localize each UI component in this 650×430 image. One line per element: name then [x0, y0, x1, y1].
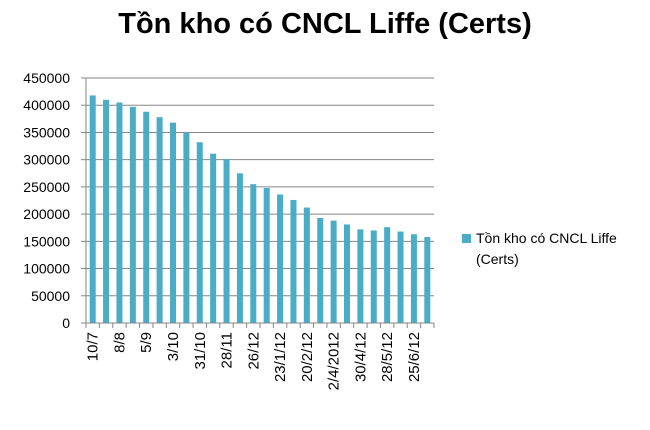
x-tick-label: 10/7 [85, 332, 102, 361]
bar [129, 106, 136, 323]
x-tick-label: 20/2/12 [299, 332, 316, 382]
y-tick-labels: 0 50000 100000 150000 200000 250000 300000 3500… [23, 70, 70, 331]
bar [410, 234, 417, 323]
legend-label: Tồn kho có CNCL Liffe (Certs) [476, 230, 617, 267]
bar [424, 236, 431, 323]
y-tick-label: 0 [62, 315, 70, 331]
bar [290, 199, 297, 323]
bar [89, 95, 96, 323]
x-tick-label: 30/4/12 [352, 332, 369, 382]
x-tick-label: 2/4/2012 [326, 332, 343, 390]
bar [303, 207, 310, 323]
bar [103, 99, 110, 324]
y-tick-label: 450000 [23, 70, 70, 86]
bar [156, 117, 163, 323]
bar [357, 229, 364, 323]
legend-swatch [462, 234, 471, 243]
bar [330, 220, 337, 323]
y-tick-label: 50000 [31, 288, 70, 304]
x-tick-labels: 10/7 8/8 5/9 3/10 31/10 28/11 26/12 23/1/12 20/2… [85, 332, 423, 390]
bar [263, 187, 270, 323]
y-tick-label: 100000 [23, 261, 70, 277]
bar [210, 153, 217, 323]
bar [183, 132, 190, 323]
bar [143, 111, 150, 323]
x-tick-label: 28/5/12 [379, 332, 396, 382]
x-tick-label: 3/10 [165, 332, 182, 361]
bar [236, 173, 243, 323]
axes [81, 77, 435, 328]
y-tick-label: 250000 [23, 179, 70, 195]
y-tick-label: 300000 [23, 152, 70, 168]
y-tick-label: 400000 [23, 97, 70, 113]
x-tick-label: 31/10 [192, 332, 209, 370]
bar [343, 224, 351, 323]
x-tick-label: 5/9 [138, 332, 155, 353]
x-tick-label: 28/11 [219, 332, 236, 368]
gridlines [86, 77, 434, 297]
bar [116, 102, 123, 323]
legend: Tồn kho có CNCL Liffe (Certs) [462, 228, 647, 270]
y-tick-label: 150000 [23, 233, 70, 249]
x-tick-label: 8/8 [111, 332, 128, 353]
bar [384, 227, 391, 323]
y-tick-label: 350000 [23, 124, 70, 140]
bars [89, 95, 431, 324]
bar [370, 230, 377, 323]
bar [397, 231, 404, 323]
x-tick-label: 26/12 [245, 332, 262, 370]
bar [317, 217, 324, 323]
bar [169, 122, 177, 324]
bar [250, 184, 257, 323]
x-tick-label: 23/1/12 [272, 332, 289, 382]
y-tick-label: 200000 [23, 206, 70, 222]
bar [196, 142, 203, 323]
x-tick-label: 25/6/12 [406, 332, 423, 382]
bar [223, 159, 230, 323]
bar [277, 194, 284, 323]
chart-title: Tồn kho có CNCL Liffe (Certs) [118, 8, 532, 40]
